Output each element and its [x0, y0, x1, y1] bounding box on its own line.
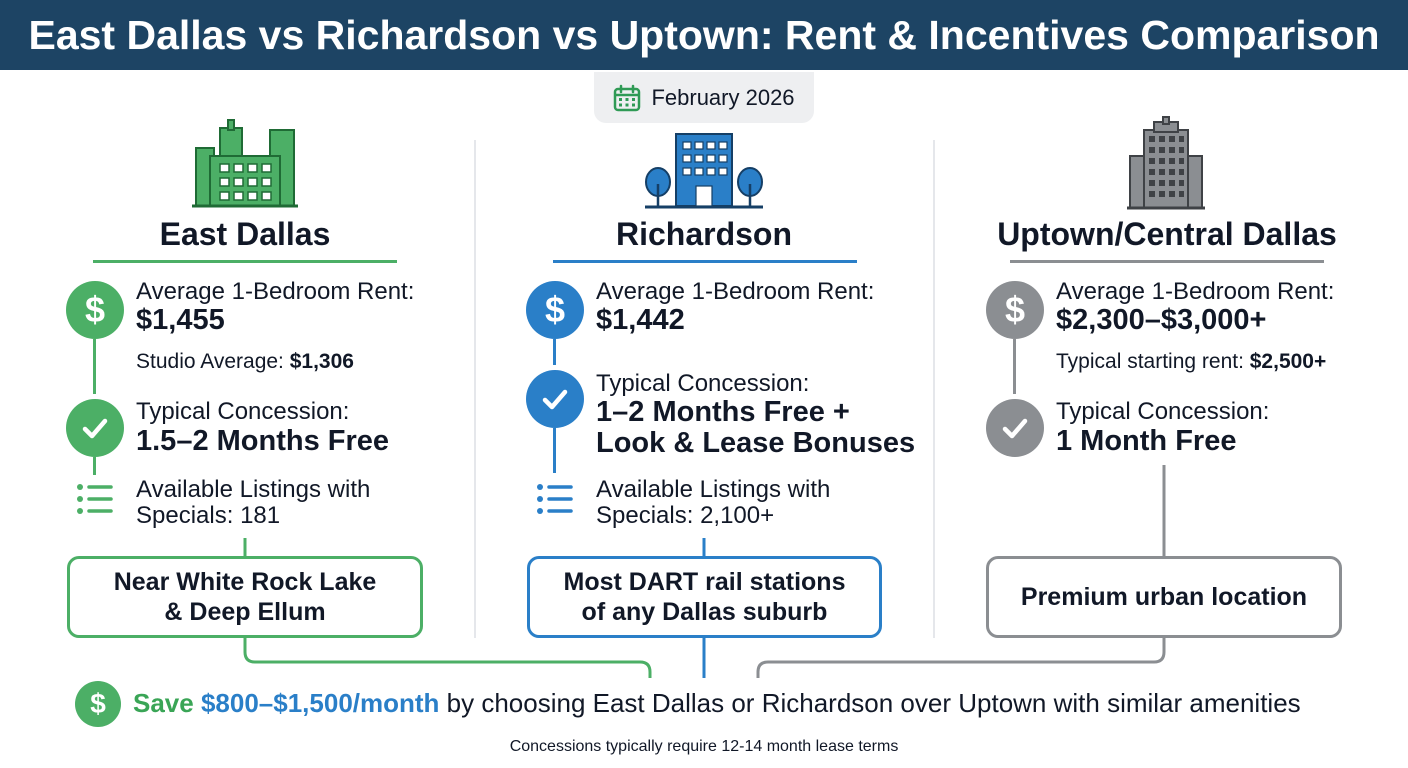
rent-label: Average 1-Bedroom Rent:	[136, 278, 415, 305]
dollar-icon: $	[986, 281, 1044, 339]
rent-value: $1,455	[136, 304, 225, 336]
callout-uptown: Premium urban location	[986, 556, 1342, 638]
calendar-icon	[614, 84, 641, 111]
footnote: Concessions typically require 12-14 mont…	[509, 738, 899, 755]
timeline-connector	[93, 457, 96, 475]
timeline-connector	[553, 428, 556, 473]
column-underline	[93, 260, 397, 263]
concession-label: Typical Concession:	[596, 370, 810, 397]
listings-count: Specials: 181	[136, 502, 281, 529]
timeline-connector	[93, 339, 96, 394]
rent-label: Average 1-Bedroom Rent:	[596, 278, 875, 305]
column-title-uptown: Uptown/Central Dallas	[997, 216, 1337, 252]
column-divider	[933, 140, 935, 638]
timeline-connector	[1013, 339, 1016, 394]
savings-prefix: Save	[133, 688, 201, 718]
concession-value: 1.5–2 Months Free	[136, 425, 390, 457]
savings-dollar-icon: $	[75, 681, 121, 727]
concession-value-line2: Look & Lease Bonuses	[596, 427, 916, 459]
dollar-icon: $	[526, 281, 584, 339]
list-icon	[537, 484, 573, 514]
date-badge: February 2026	[594, 72, 814, 123]
page-title: East Dallas vs Richardson vs Uptown: Ren…	[28, 11, 1380, 58]
listings-label: Available Listings with	[136, 476, 371, 503]
check-icon	[986, 399, 1044, 457]
column-underline	[553, 260, 857, 263]
check-icon	[526, 370, 584, 428]
rent-value: $2,300–$3,000+	[1056, 304, 1267, 336]
concession-value: 1 Month Free	[1056, 425, 1237, 457]
savings-suffix: by choosing East Dallas or Richardson ov…	[439, 688, 1301, 718]
blue-building-trees-icon	[645, 133, 763, 209]
column-title-richardson: Richardson	[615, 216, 793, 252]
listings-label: Available Listings with	[596, 476, 831, 503]
callout-east-dallas: Near White Rock Lake & Deep Ellum	[67, 556, 423, 638]
callout-richardson: Most DART rail stations of any Dallas su…	[527, 556, 882, 638]
header-bar: East Dallas vs Richardson vs Uptown: Ren…	[0, 0, 1408, 70]
studio-average: Studio Average: $1,306	[136, 350, 354, 373]
listings-count: Specials: 2,100+	[596, 502, 775, 529]
green-buildings-icon	[192, 119, 298, 208]
column-title-east-dallas: East Dallas	[159, 216, 331, 252]
concession-value-line1: 1–2 Months Free +	[596, 396, 850, 428]
gray-skyscraper-icon	[1127, 116, 1205, 210]
savings-amount: $800–$1,500/month	[200, 688, 440, 718]
list-icon	[77, 484, 113, 514]
rent-value: $1,442	[596, 304, 685, 336]
date-label: February 2026	[651, 84, 795, 110]
starting-rent: Typical starting rent: $2,500+	[1056, 350, 1327, 373]
concession-label: Typical Concession:	[1056, 398, 1270, 425]
timeline-connector	[553, 339, 556, 365]
dollar-icon: $	[66, 281, 124, 339]
savings-statement: Save $800–$1,500/month by choosing East …	[133, 688, 1301, 719]
column-underline	[1010, 260, 1324, 263]
column-divider	[474, 140, 476, 638]
check-icon	[66, 399, 124, 457]
rent-label: Average 1-Bedroom Rent:	[1056, 278, 1335, 305]
concession-label: Typical Concession:	[136, 398, 350, 425]
